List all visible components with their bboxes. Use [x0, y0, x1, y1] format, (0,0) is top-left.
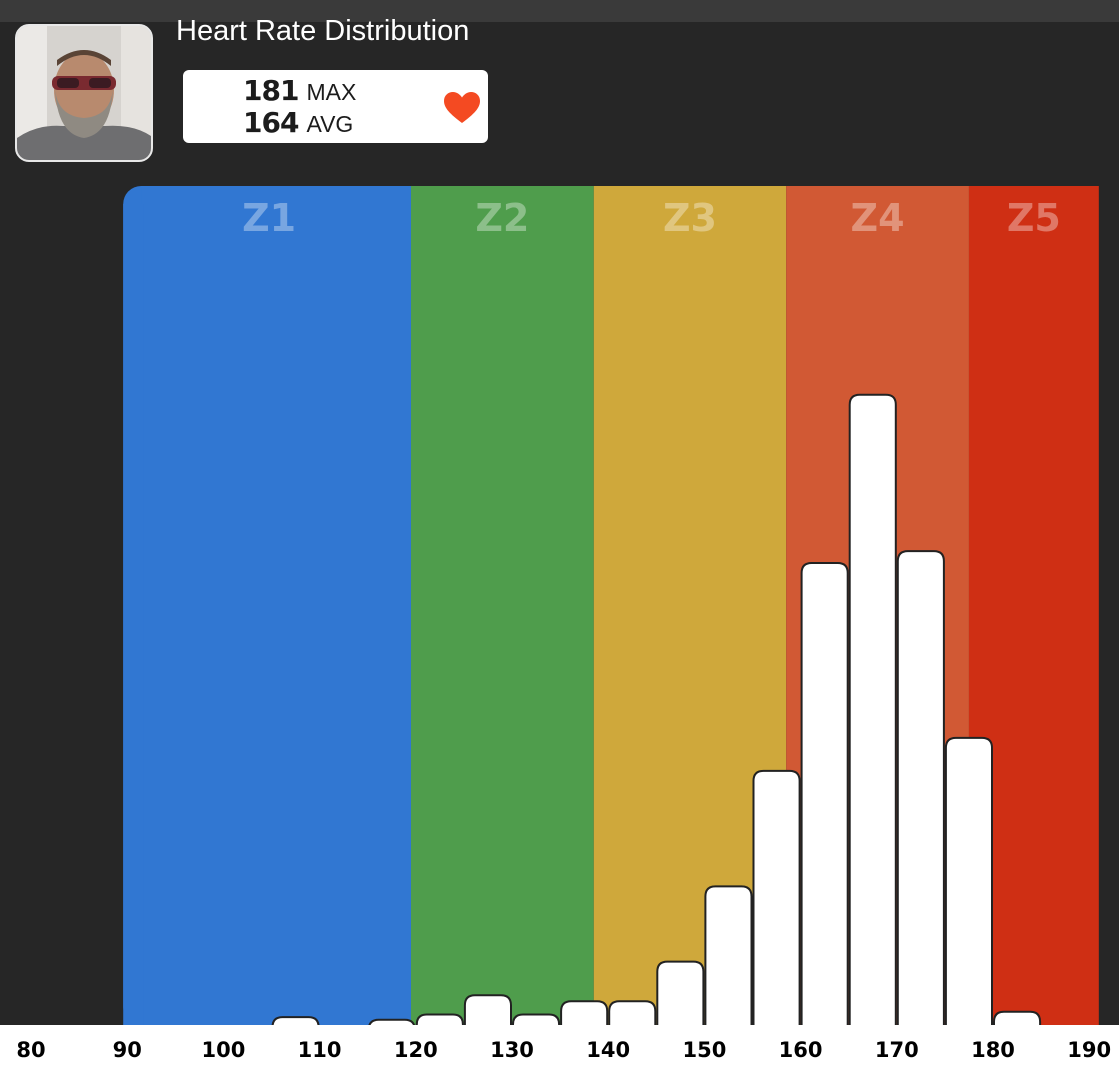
avg-stat: 164 AVG — [243, 106, 354, 139]
max-value: 181 — [243, 74, 299, 107]
histogram-bar — [415, 1013, 464, 1027]
zone-labels: Z1 Z2 Z3 Z4 Z5 — [242, 196, 1061, 240]
zone-band-z1-fill — [141, 186, 411, 1025]
zone-label-z3: Z3 — [663, 196, 717, 240]
avatar-photo-icon — [17, 26, 151, 160]
histogram-bar — [608, 1000, 657, 1027]
histogram-bar — [656, 960, 705, 1027]
x-tick-label: 160 — [779, 1038, 823, 1062]
x-tick-label: 130 — [490, 1038, 534, 1062]
zone-label-z4: Z4 — [851, 196, 905, 240]
max-stat: 181 MAX — [243, 74, 357, 107]
x-tick-label: 110 — [298, 1038, 342, 1062]
x-tick-label: 120 — [394, 1038, 438, 1062]
page-title: Heart Rate Distribution — [176, 15, 470, 47]
histogram-bar — [752, 769, 801, 1027]
histogram-bar — [704, 885, 753, 1027]
histogram-bar — [944, 736, 993, 1027]
x-tick-label: 80 — [16, 1038, 45, 1062]
histogram-bars — [271, 393, 1042, 1030]
avg-value: 164 — [243, 106, 299, 139]
x-tick-label: 170 — [875, 1038, 919, 1062]
heart-rate-chart: Z1 Z2 Z3 Z4 Z5 80 90 100 110 120 130 140 150 160 170 1… — [0, 186, 1119, 1080]
max-label: MAX — [306, 79, 357, 105]
heart-icon — [444, 92, 480, 123]
histogram-bar — [993, 1010, 1042, 1027]
stats-card: 181 MAX 164 AVG — [183, 70, 488, 143]
zone-band-z1-edge — [123, 204, 144, 1025]
zone-label-z2: Z2 — [475, 196, 529, 240]
zone-band-z2 — [410, 186, 594, 1025]
histogram-bar — [848, 393, 897, 1027]
histogram-bar — [560, 1000, 609, 1027]
x-tick-label: 180 — [971, 1038, 1015, 1062]
user-avatar[interactable] — [15, 24, 153, 162]
x-tick-label: 140 — [586, 1038, 630, 1062]
histogram-bar — [512, 1013, 561, 1027]
histogram-bar — [800, 562, 849, 1027]
zone-label-z5: Z5 — [1007, 196, 1061, 240]
histogram-bar — [896, 550, 945, 1027]
histogram-bar — [271, 1016, 320, 1028]
x-tick-label: 90 — [113, 1038, 142, 1062]
zone-label-z1: Z1 — [242, 196, 296, 240]
x-tick-label: 190 — [1067, 1038, 1111, 1062]
histogram-bar — [463, 994, 512, 1027]
x-axis-background — [0, 1025, 1119, 1080]
x-tick-label: 100 — [201, 1038, 245, 1062]
x-tick-label: 150 — [682, 1038, 726, 1062]
x-axis-ticks: 80 90 100 110 120 130 140 150 160 170 180 190 — [16, 1038, 1111, 1062]
avg-label: AVG — [306, 111, 354, 137]
top-bar — [0, 0, 1119, 22]
